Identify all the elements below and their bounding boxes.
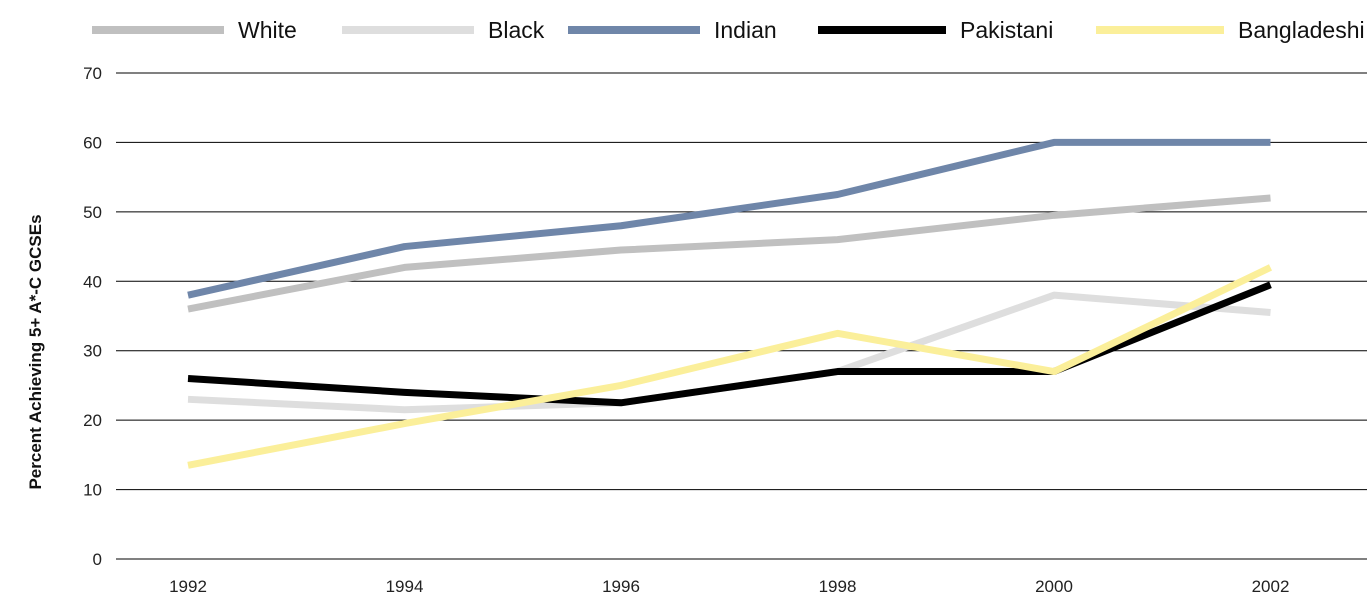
- x-tick-label: 1996: [602, 577, 640, 596]
- legend-label-black: Black: [488, 17, 545, 43]
- legend: White Black Indian Pakistani Bangladeshi: [92, 17, 1365, 43]
- x-tick-label: 1994: [386, 577, 424, 596]
- x-tick-label: 1998: [819, 577, 857, 596]
- x-axis-ticks: 1992 1994 1996 1998 2000 2002: [169, 577, 1289, 596]
- y-axis-title: Percent Achieving 5+ A*-C GCSEs: [26, 214, 45, 489]
- y-tick-label: 60: [83, 133, 102, 152]
- y-tick-label: 40: [83, 272, 102, 291]
- y-tick-label: 20: [83, 411, 102, 430]
- legend-label-pakistani: Pakistani: [960, 17, 1053, 43]
- y-tick-label: 70: [83, 64, 102, 83]
- x-tick-label: 2000: [1035, 577, 1073, 596]
- series-line-indian: [187, 138, 1271, 299]
- legend-label-bangladeshi: Bangladeshi: [1238, 17, 1365, 43]
- series-line-bangladeshi: [187, 264, 1273, 469]
- y-axis-ticks: 0 10 20 30 40 50 60 70: [83, 64, 102, 569]
- y-tick-label: 10: [83, 481, 102, 500]
- series-lines: [187, 138, 1273, 469]
- series-line-white: [187, 194, 1271, 313]
- y-tick-label: 0: [93, 550, 102, 569]
- x-tick-label: 2002: [1252, 577, 1290, 596]
- x-tick-label: 1992: [169, 577, 207, 596]
- y-tick-label: 50: [83, 203, 102, 222]
- legend-label-white: White: [238, 17, 297, 43]
- legend-label-indian: Indian: [714, 17, 777, 43]
- y-tick-label: 30: [83, 342, 102, 361]
